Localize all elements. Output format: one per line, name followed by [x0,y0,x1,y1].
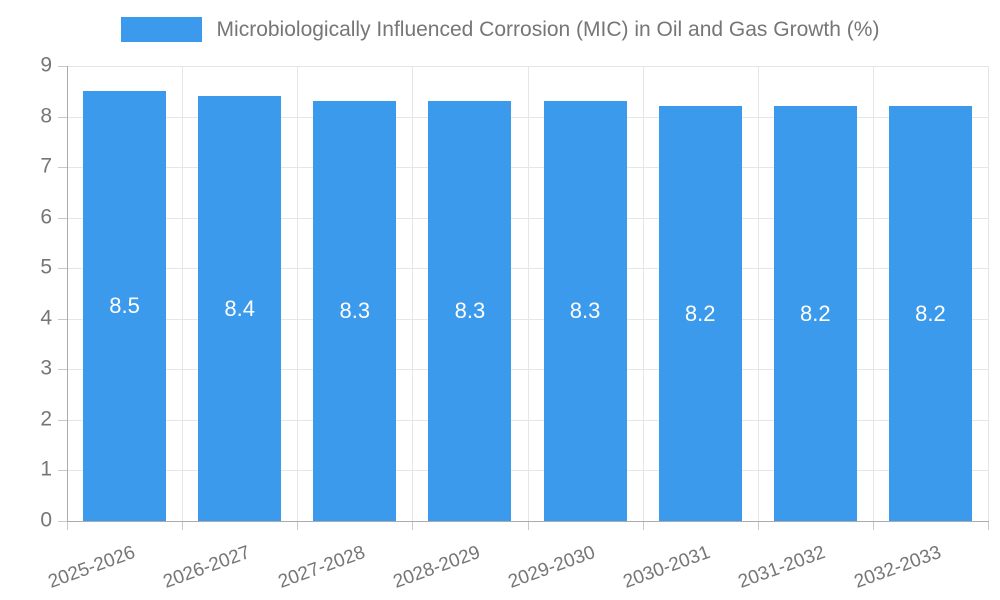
x-gridline [527,66,529,521]
y-tick-label: 9 [40,53,52,77]
x-tick [757,521,759,530]
y-tick-label: 0 [40,508,52,532]
legend-label: Microbiologically Influenced Corrosion (… [216,17,880,41]
x-tick [527,521,529,530]
legend-item[interactable]: Microbiologically Influenced Corrosion (… [0,17,1000,42]
y-tick [58,369,67,371]
y-tick [58,419,67,421]
bar-value-label: 8.5 [109,293,140,319]
y-tick-label: 8 [40,104,52,128]
x-axis-line [67,521,989,522]
bar-2028-2029[interactable]: 8.3 [428,101,512,521]
x-tick [297,521,299,530]
legend-swatch [120,17,202,42]
y-tick-label: 3 [40,356,52,380]
y-tick [58,268,67,270]
x-tick [412,521,414,530]
y-tick [58,167,67,169]
bar-value-label: 8.2 [915,300,946,326]
bar-2032-2033[interactable]: 8.2 [888,106,972,521]
x-tick [182,521,184,530]
y-tick [58,116,67,118]
y-tick-label: 7 [40,154,52,178]
y-tick [58,521,67,522]
bar-value-label: 8.3 [454,298,486,324]
x-gridline [642,66,644,521]
bar-value-label: 8.4 [224,295,255,321]
x-tick-label: 2026-2027 [160,542,253,593]
bar-2030-2031[interactable]: 8.2 [658,106,742,521]
bar-2026-2027[interactable]: 8.4 [198,96,282,521]
bar-value-label: 8.2 [800,300,831,326]
bar-2031-2032[interactable]: 8.2 [773,106,857,521]
x-tick [642,521,644,530]
y-tick [58,217,67,219]
y-tick-label: 2 [40,407,52,431]
y-tick-label: 5 [40,255,52,279]
x-tick [67,521,68,530]
x-tick-label: 2031-2032 [735,542,829,593]
x-tick-label: 2028-2029 [390,542,484,593]
x-gridline [297,66,299,521]
x-tick-label: 2032-2033 [851,542,944,593]
x-gridline [988,66,989,521]
bar-2025-2026[interactable]: 8.5 [83,91,167,521]
x-tick [872,521,874,530]
bar-value-label: 8.2 [684,300,716,326]
y-axis-line [67,66,68,521]
y-tick-label: 6 [40,205,52,229]
x-tick-label: 2030-2031 [620,542,714,593]
bar-2027-2028[interactable]: 8.3 [313,101,397,521]
bar-value-label: 8.3 [569,298,601,324]
x-gridline [412,66,414,521]
x-gridline [182,66,184,521]
bar-value-label: 8.3 [339,298,371,324]
x-tick [988,521,989,530]
x-gridline [757,66,759,521]
y-tick-label: 1 [40,457,52,481]
y-tick [58,66,67,67]
x-tick-label: 2025-2026 [45,542,138,593]
y-tick [58,470,67,472]
y-tick [58,318,67,320]
x-tick-label: 2029-2030 [505,542,599,593]
y-tick-label: 4 [40,306,52,330]
x-tick-label: 2027-2028 [275,542,368,593]
bar-2029-2030[interactable]: 8.3 [543,101,627,521]
x-gridline [872,66,874,521]
